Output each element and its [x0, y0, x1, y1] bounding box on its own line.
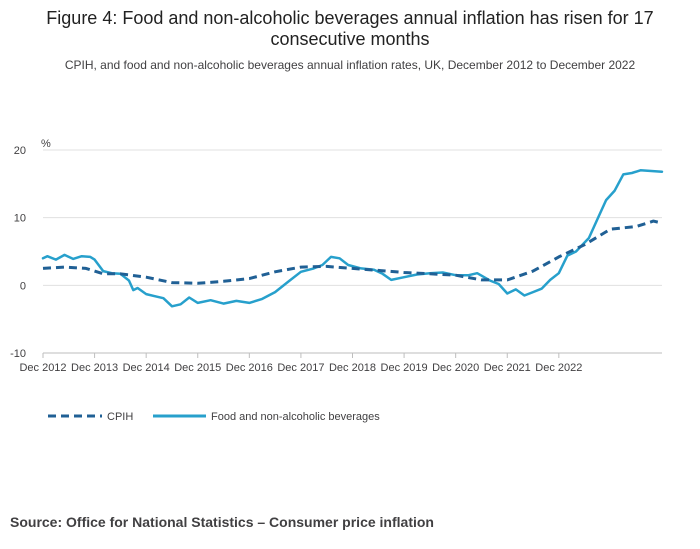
legend-label-food: Food and non-alcoholic beverages: [211, 411, 380, 423]
x-tick-label: Dec 2018: [329, 362, 376, 374]
x-tick-label: Dec 2019: [381, 362, 428, 374]
chart-title: Figure 4: Food and non-alcoholic beverag…: [46, 8, 654, 49]
series-lines: [41, 169, 664, 308]
x-tick-label: Dec 2016: [226, 362, 273, 374]
y-tick-label: 20: [14, 145, 26, 157]
x-tick-label: Dec 2012: [19, 362, 66, 374]
y-tick-label: 10: [14, 213, 26, 225]
x-tick-label: Dec 2015: [174, 362, 221, 374]
x-tick-label: Dec 2022: [535, 362, 582, 374]
series-line-cpih: [42, 219, 663, 285]
y-axis-ticks: -10 0 10 20%: [10, 138, 51, 360]
legend: CPIH Food and non-alcoholic beverages: [48, 411, 380, 423]
x-tick-label: Dec 2021: [484, 362, 531, 374]
y-tick-label: 0: [20, 280, 26, 292]
y-axis-label: %: [41, 138, 51, 150]
x-tick-label: Dec 2013: [71, 362, 118, 374]
x-tick-label: Dec 2020: [432, 362, 479, 374]
x-tick-label: Dec 2014: [123, 362, 170, 374]
source-note: Source: Office for National Statistics –…: [10, 514, 434, 530]
chart-subtitle: CPIH, and food and non-alcoholic beverag…: [64, 58, 636, 72]
legend-label-cpih: CPIH: [107, 411, 133, 423]
y-tick-label: -10: [10, 348, 26, 360]
x-axis: Dec 2012 Dec 2013 Dec 2014 Dec 2015 Dec 2016…: [19, 352, 662, 374]
series-line-food: [41, 169, 664, 308]
x-tick-label: Dec 2017: [277, 362, 324, 374]
